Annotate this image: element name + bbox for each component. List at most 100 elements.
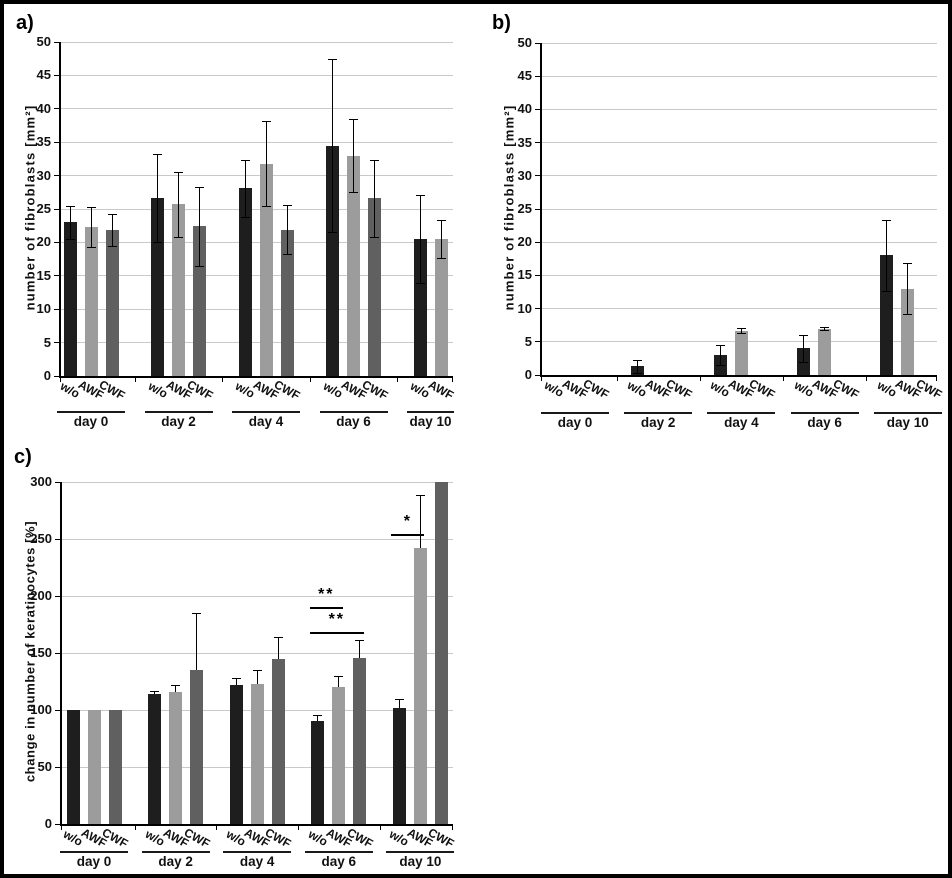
y-axis-tick (535, 274, 542, 276)
y-axis-tick (54, 208, 61, 210)
y-tick-label: 0 (43, 368, 51, 383)
significance-label: * (403, 513, 412, 531)
bar (172, 204, 185, 376)
error-bar-line (157, 154, 158, 243)
error-bar-cap (715, 345, 725, 347)
error-bar-line (332, 58, 333, 233)
y-axis-tick (55, 481, 62, 483)
y-tick-label: 300 (30, 474, 52, 489)
gridline (542, 142, 937, 144)
error-bar-cap (328, 232, 337, 234)
x-axis-tick (616, 377, 618, 381)
gridline (61, 108, 453, 110)
category-label: day 4 (724, 415, 759, 430)
error-bar-cap (415, 494, 425, 496)
x-axis-tick (783, 377, 784, 381)
category-underline (790, 412, 859, 414)
gridline (62, 595, 453, 597)
y-tick-label: 50 (36, 34, 51, 49)
x-axis-line (60, 824, 453, 826)
bar (87, 710, 101, 824)
bar (413, 548, 427, 824)
error-bar-cap (282, 254, 292, 256)
error-bar-cap (882, 219, 892, 221)
y-tick-label: 0 (44, 816, 52, 831)
y-axis-tick (54, 275, 61, 277)
y-axis-tick (535, 108, 542, 110)
gridline (61, 74, 453, 76)
error-bar-line (235, 678, 237, 685)
category-label: day 0 (557, 415, 593, 430)
category-label: day 4 (239, 854, 275, 869)
bar (901, 288, 915, 375)
gridline (62, 481, 453, 483)
y-axis-tick (54, 175, 61, 177)
error-bar-line (719, 345, 721, 366)
gridline (542, 75, 937, 77)
x-axis-tick (216, 826, 218, 830)
y-axis-tick (55, 823, 62, 825)
error-bar-cap (240, 217, 250, 219)
gridline (542, 241, 937, 243)
error-bar-cap (86, 206, 96, 208)
error-bar-cap (820, 327, 830, 329)
error-bar-cap (261, 206, 271, 208)
y-tick-label: 0 (524, 367, 532, 382)
error-bar-cap (903, 313, 913, 315)
y-axis-line (540, 43, 542, 377)
y-tick-label: 100 (30, 702, 52, 717)
x-axis-tick (866, 377, 868, 381)
error-bar-line (175, 684, 177, 692)
category-label: day 6 (807, 415, 842, 430)
bar (271, 658, 285, 824)
bar (311, 721, 325, 824)
y-tick-label: 15 (517, 267, 532, 283)
error-bar-cap (349, 192, 358, 194)
gridline (542, 208, 937, 210)
y-tick-label: 30 (36, 167, 51, 183)
error-bar-line (338, 675, 340, 688)
gridline (61, 241, 453, 243)
y-axis-tick (535, 341, 542, 343)
significance-label: ** (328, 611, 346, 629)
panel-b-letter: b) (492, 12, 511, 34)
bar (434, 239, 448, 376)
category-underline (223, 851, 292, 853)
category-underline (304, 851, 373, 853)
error-bar-cap (632, 359, 642, 361)
x-axis-tick (541, 377, 542, 381)
gridline (61, 208, 453, 210)
error-bar-line (277, 637, 279, 659)
gridline (542, 42, 937, 44)
y-axis-tick (535, 374, 542, 376)
error-bar-line (636, 359, 638, 373)
error-bar-line (286, 204, 288, 255)
y-tick-label: 35 (517, 134, 532, 150)
category-underline (873, 412, 942, 414)
y-tick-label: 45 (517, 68, 532, 84)
panel-c-letter: c) (14, 446, 32, 468)
y-tick-label: 250 (30, 531, 52, 546)
y-tick-label: 30 (517, 167, 532, 183)
error-bar-cap (195, 265, 204, 267)
y-tick-label: 50 (37, 759, 52, 774)
y-axis-tick (535, 42, 542, 44)
error-bar-line (154, 690, 156, 695)
category-underline (386, 851, 455, 853)
y-axis-tick (535, 142, 542, 144)
y-tick-label: 25 (517, 201, 532, 216)
bar (880, 255, 894, 375)
error-bar-cap (715, 365, 725, 367)
error-bar-cap (153, 154, 162, 156)
significance-line (309, 607, 343, 610)
bar (326, 145, 339, 376)
category-underline (407, 411, 454, 413)
bar (250, 683, 264, 824)
gridline (542, 108, 937, 110)
error-bar-cap (174, 237, 183, 239)
error-bar-line (90, 206, 92, 248)
bar (169, 691, 183, 824)
gridline (542, 175, 937, 177)
category-label: day 2 (640, 415, 676, 430)
bar (84, 227, 98, 376)
